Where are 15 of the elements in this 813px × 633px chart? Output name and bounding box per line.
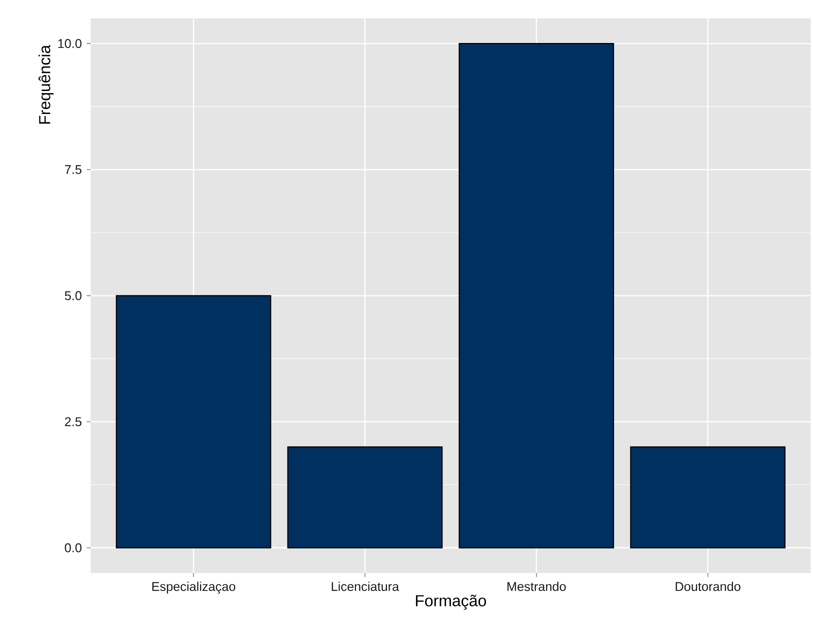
bar [630,446,786,548]
x-axis-title: Formação [416,594,486,610]
bar [458,43,614,548]
y-tick-label: 2.5 [64,417,82,426]
x-tick-label: Doutorando [676,582,740,592]
y-tick-label: 5.0 [64,291,82,300]
y-tick-label: 7.5 [65,165,82,174]
y-tick-label: 10.0 [58,39,82,48]
y-axis-title: Frequência [38,44,54,124]
bar [287,446,443,548]
x-tick-label: Mestrando [508,582,566,592]
x-tick-label: Especializaçao [152,582,236,594]
x-tick-label: Licenciatura [332,582,400,592]
bar [116,295,272,548]
y-tick-label: 0.0 [64,543,82,552]
